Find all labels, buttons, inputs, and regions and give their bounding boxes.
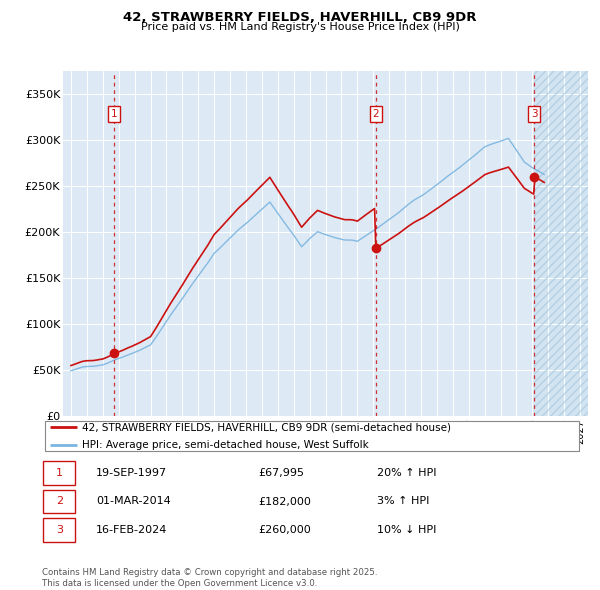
Bar — [534, 71, 588, 416]
Text: 16-FEB-2024: 16-FEB-2024 — [96, 525, 167, 535]
FancyBboxPatch shape — [43, 518, 76, 542]
FancyBboxPatch shape — [43, 461, 76, 485]
Text: 42, STRAWBERRY FIELDS, HAVERHILL, CB9 9DR: 42, STRAWBERRY FIELDS, HAVERHILL, CB9 9D… — [123, 11, 477, 24]
Text: 42, STRAWBERRY FIELDS, HAVERHILL, CB9 9DR (semi-detached house): 42, STRAWBERRY FIELDS, HAVERHILL, CB9 9D… — [83, 422, 452, 432]
Text: 3% ↑ HPI: 3% ↑ HPI — [377, 497, 429, 506]
Text: 1: 1 — [111, 109, 118, 119]
FancyBboxPatch shape — [43, 490, 76, 513]
Text: 10% ↓ HPI: 10% ↓ HPI — [377, 525, 436, 535]
Text: £182,000: £182,000 — [258, 497, 311, 506]
Text: HPI: Average price, semi-detached house, West Suffolk: HPI: Average price, semi-detached house,… — [83, 440, 369, 450]
Text: Price paid vs. HM Land Registry's House Price Index (HPI): Price paid vs. HM Land Registry's House … — [140, 22, 460, 32]
Text: 2: 2 — [373, 109, 379, 119]
FancyBboxPatch shape — [45, 421, 580, 451]
Bar — [534, 71, 588, 416]
Text: 20% ↑ HPI: 20% ↑ HPI — [377, 468, 436, 478]
Text: 1: 1 — [56, 468, 63, 478]
Text: 3: 3 — [531, 109, 538, 119]
Text: 19-SEP-1997: 19-SEP-1997 — [96, 468, 167, 478]
Text: 01-MAR-2014: 01-MAR-2014 — [96, 497, 171, 506]
Text: 2: 2 — [56, 497, 63, 506]
Text: £260,000: £260,000 — [258, 525, 311, 535]
Text: Contains HM Land Registry data © Crown copyright and database right 2025.
This d: Contains HM Land Registry data © Crown c… — [42, 568, 377, 588]
Text: 3: 3 — [56, 525, 63, 535]
Text: £67,995: £67,995 — [258, 468, 304, 478]
